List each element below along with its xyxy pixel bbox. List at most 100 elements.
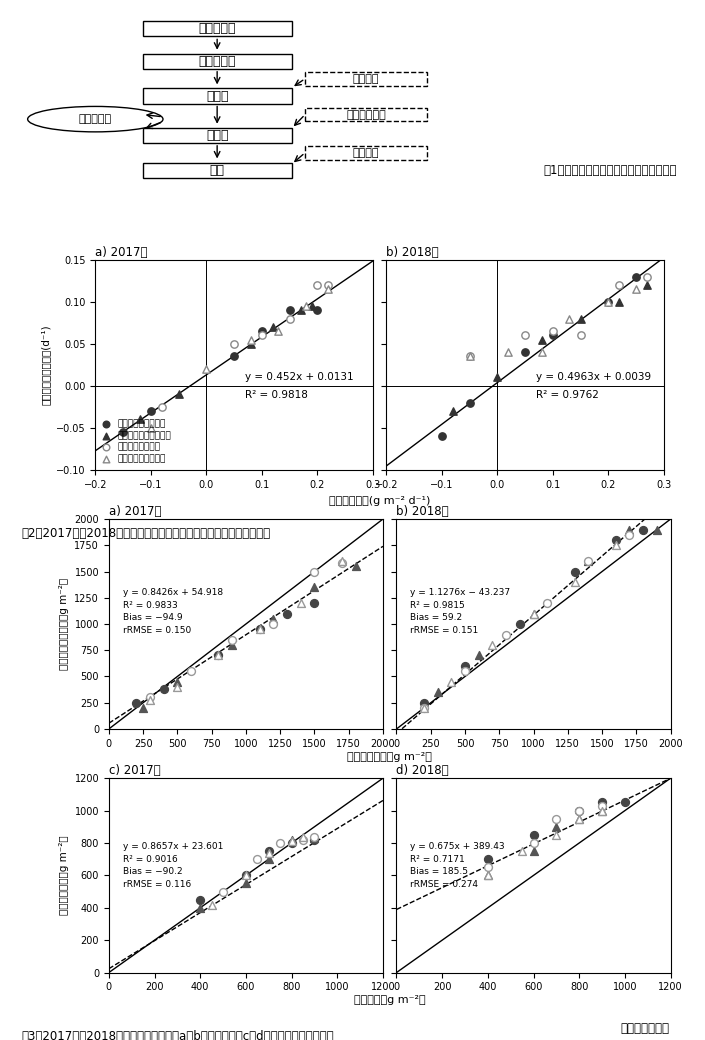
Text: y = 0.8657x + 23.601
R² = 0.9016
Bias = −90.2
rRMSE = 0.116: y = 0.8657x + 23.601 R² = 0.9016 Bias = … xyxy=(123,842,223,889)
黒ボク土あきたこまち xyxy=(575,310,587,327)
沖積土あきたこまち xyxy=(245,332,257,348)
黒ボク土あきたこまち xyxy=(173,386,184,402)
Point xyxy=(619,795,630,811)
沖積土ゆみあずき xyxy=(464,348,475,365)
Point xyxy=(309,564,320,580)
黒ボク土あきたこまち xyxy=(447,402,458,419)
沖積土ゆみあずき xyxy=(284,310,295,327)
黒ボク土あきたこまち xyxy=(245,336,257,353)
FancyBboxPatch shape xyxy=(305,72,427,85)
Point xyxy=(541,595,553,612)
Point xyxy=(418,700,429,717)
Point xyxy=(263,844,274,861)
Point xyxy=(309,579,320,596)
Point xyxy=(517,842,528,859)
Point xyxy=(274,835,286,852)
Text: 収量: 収量 xyxy=(209,163,225,177)
Point xyxy=(286,831,298,848)
黒ボク土あきたこまち xyxy=(614,293,625,310)
Point xyxy=(158,681,169,698)
Point xyxy=(569,564,580,580)
Text: 乾物重: 乾物重 xyxy=(206,129,228,141)
Point xyxy=(240,875,252,891)
黒ボク土ゆみあずき xyxy=(630,268,642,285)
沖積土あきたこまち xyxy=(300,297,312,314)
Point xyxy=(226,636,238,653)
Point xyxy=(432,684,443,701)
黒ボク土ゆみあずき xyxy=(284,302,295,318)
Point xyxy=(309,595,320,612)
Point xyxy=(624,521,635,538)
Point xyxy=(460,657,471,674)
沖積土あきたこまち xyxy=(564,310,575,327)
Point xyxy=(295,595,307,612)
Point xyxy=(286,833,298,850)
Point xyxy=(596,802,608,818)
Text: 図2　2017年、2018年の窒素吸収速度と葉面積指数増加速度との関係: 図2 2017年、2018年の窒素吸収速度と葉面積指数増加速度との関係 xyxy=(21,527,270,540)
Point xyxy=(350,558,361,575)
Point xyxy=(574,802,585,818)
Point xyxy=(551,810,562,827)
Text: R² = 0.9818: R² = 0.9818 xyxy=(245,390,308,400)
沖積土ゆみあずき xyxy=(520,328,531,344)
FancyBboxPatch shape xyxy=(142,54,292,69)
沖積土あきたこまち xyxy=(145,419,157,436)
Point xyxy=(446,674,457,691)
Text: c) 2017年: c) 2017年 xyxy=(109,764,161,777)
Point xyxy=(551,818,562,835)
沖積土ゆみあずき xyxy=(312,277,323,293)
Point xyxy=(195,891,206,908)
Point xyxy=(263,842,274,859)
Point xyxy=(213,647,224,664)
沖積土あきたこまち xyxy=(536,344,547,361)
Point xyxy=(418,695,429,711)
黒ボク土あきたこまち xyxy=(536,332,547,348)
Y-axis label: 葉面積指数増加速度(d⁻¹): 葉面積指数増加速度(d⁻¹) xyxy=(40,324,51,406)
Text: 粗粇収量（g m⁻²）: 粗粇収量（g m⁻²） xyxy=(354,995,426,1006)
Point xyxy=(418,700,429,717)
Text: 図3　2017年、2018年の地上部乾物重（a、b）粗粇収量（c、d）の実測値と交差検証: 図3 2017年、2018年の地上部乾物重（a、b）粗粇収量（c、d）の実測値と… xyxy=(21,1030,333,1040)
黒ボク土ゆみあずき xyxy=(603,293,614,310)
沖積土あきたこまち xyxy=(323,281,334,297)
Point xyxy=(651,521,663,538)
Point xyxy=(281,605,293,622)
沖積土あきたこまち xyxy=(630,281,642,297)
Point xyxy=(240,867,252,884)
黒ボク土あきたこまち xyxy=(642,277,653,293)
Point xyxy=(263,851,274,867)
Point xyxy=(254,621,265,638)
Text: y = 0.675x + 389.43
R² = 0.7171
Bias = 185.5
rRMSE = 0.274: y = 0.675x + 389.43 R² = 0.7171 Bias = 1… xyxy=(410,842,505,889)
Point xyxy=(482,867,493,884)
Text: 吸光係数: 吸光係数 xyxy=(352,74,379,83)
Legend: 黒ボク土ゆみあずき, 黒ボク土あきたこまち, 沖積土ゆみあずき, 沖積土あきたこまち: 黒ボク土ゆみあずき, 黒ボク土あきたこまち, 沖積土ゆみあずき, 沖積土あきたこ… xyxy=(100,418,173,465)
FancyBboxPatch shape xyxy=(142,22,292,36)
Point xyxy=(574,810,585,827)
Point xyxy=(206,896,217,913)
Point xyxy=(486,636,498,653)
Point xyxy=(482,851,493,867)
Point xyxy=(574,802,585,818)
Text: （屋比久貴之）: （屋比久貴之） xyxy=(620,1021,670,1035)
Text: 全天日射量: 全天日射量 xyxy=(79,114,112,124)
Ellipse shape xyxy=(27,106,163,132)
黒ボク土あきたこまち xyxy=(306,297,317,314)
黒ボク土ゆみあずき xyxy=(118,423,129,440)
Point xyxy=(596,802,608,818)
Text: 窒素吸収速度(g m⁻² d⁻¹): 窒素吸収速度(g m⁻² d⁻¹) xyxy=(329,496,430,505)
沖積土あきたこまち xyxy=(201,361,212,378)
Point xyxy=(574,810,585,827)
Point xyxy=(145,690,156,706)
Point xyxy=(240,867,252,884)
沖積土あきたこまち xyxy=(464,348,475,365)
Point xyxy=(226,631,238,648)
沖積土ゆみあずき xyxy=(642,268,653,285)
沖積土あきたこまち xyxy=(503,344,514,361)
黒ボク土ゆみあずき xyxy=(312,302,323,318)
FancyBboxPatch shape xyxy=(142,128,292,142)
Text: a) 2017年: a) 2017年 xyxy=(95,245,148,259)
Point xyxy=(583,552,594,569)
Point xyxy=(185,662,197,679)
Y-axis label: 推定地上部乾物重（g m⁻²）: 推定地上部乾物重（g m⁻²） xyxy=(59,578,69,670)
Point xyxy=(460,662,471,679)
Point xyxy=(217,883,228,900)
